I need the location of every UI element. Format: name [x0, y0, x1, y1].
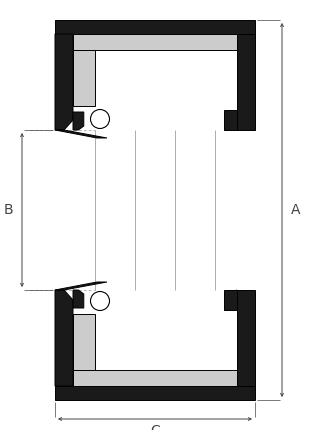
Polygon shape — [228, 290, 237, 308]
Circle shape — [91, 292, 109, 310]
Polygon shape — [73, 370, 237, 386]
Circle shape — [91, 110, 109, 129]
Polygon shape — [55, 386, 255, 400]
Polygon shape — [55, 130, 107, 138]
Polygon shape — [224, 290, 237, 310]
Text: C: C — [150, 424, 160, 430]
Polygon shape — [224, 110, 237, 130]
Polygon shape — [73, 314, 95, 370]
Polygon shape — [237, 34, 255, 130]
Polygon shape — [73, 50, 95, 106]
Polygon shape — [73, 34, 237, 50]
Text: B: B — [3, 203, 13, 217]
Text: A: A — [291, 203, 301, 217]
Polygon shape — [55, 282, 107, 290]
Polygon shape — [73, 290, 84, 308]
Polygon shape — [55, 20, 255, 34]
Polygon shape — [55, 290, 73, 386]
Polygon shape — [237, 290, 255, 386]
Polygon shape — [73, 112, 84, 130]
Polygon shape — [55, 34, 73, 130]
Polygon shape — [228, 112, 237, 130]
